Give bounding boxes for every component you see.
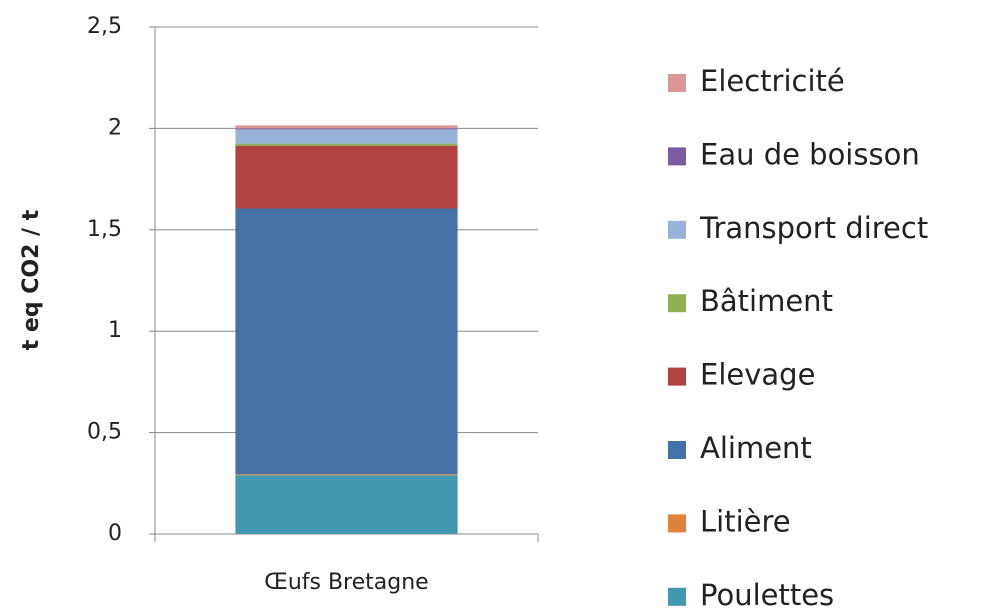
legend-label: Litière [700, 504, 791, 538]
bar-segment [235, 129, 458, 144]
legend-label: Poulettes [700, 578, 834, 611]
y-axis-title: t eq CO2 / t [19, 209, 44, 350]
x-tick-label: Œufs Bretagne [264, 570, 428, 595]
legend-swatch [668, 587, 686, 606]
legend-swatch [668, 367, 686, 386]
y-tick-label: 0,5 [87, 420, 122, 445]
legend-swatch [668, 74, 686, 92]
legend-label: Bâtiment [700, 284, 833, 318]
bar-segment [235, 208, 458, 475]
y-tick-label: 1,5 [87, 217, 122, 242]
bar-segment [235, 474, 458, 476]
legend-swatch [668, 441, 686, 459]
bar-segment [235, 128, 458, 130]
bar-segment [235, 145, 458, 209]
y-tick-label: 2,5 [87, 14, 122, 39]
bar-segment [235, 143, 458, 146]
legend-label: Transport direct [699, 211, 928, 245]
legend-swatch [668, 294, 686, 313]
legend-swatch [668, 514, 686, 533]
y-tick-label: 2 [108, 115, 122, 140]
legend-swatch [668, 147, 686, 166]
legend-label: Eau de boisson [700, 137, 920, 171]
bar-segment [235, 475, 458, 534]
legend-label: Electricité [700, 64, 845, 98]
legend-label: Elevage [700, 358, 815, 392]
legend-swatch [668, 220, 686, 239]
y-tick-label: 0 [108, 521, 122, 546]
legend-label: Aliment [700, 431, 812, 465]
y-tick-label: 1 [108, 318, 122, 343]
bar-segment [235, 125, 458, 129]
